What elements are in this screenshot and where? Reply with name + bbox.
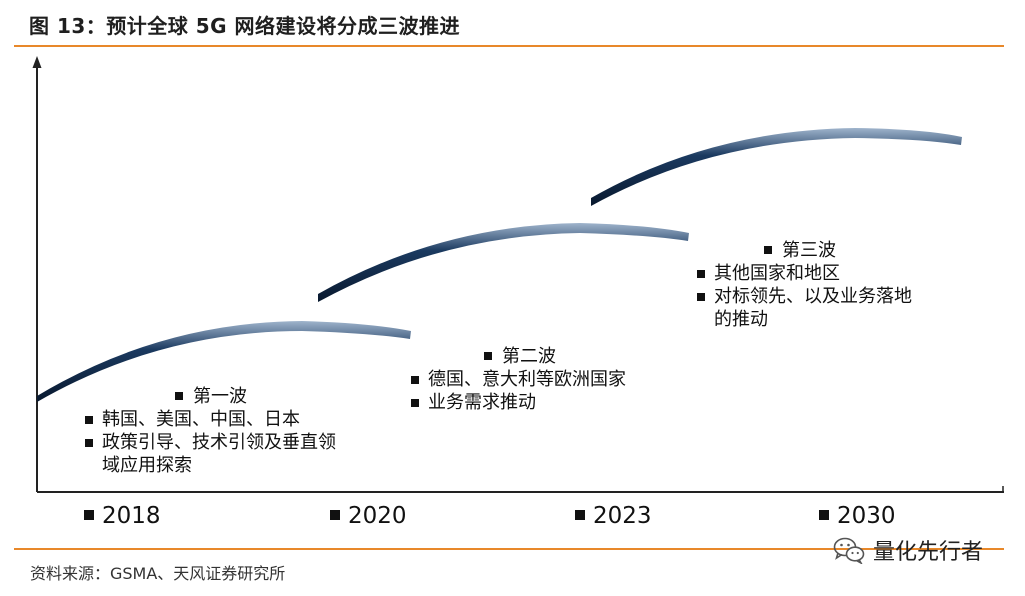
wave-1-bullet-2: 政策引导、技术引领及垂直领域应用探索 xyxy=(85,431,350,477)
y-axis-arrow xyxy=(32,56,42,68)
bullet-square-icon xyxy=(575,510,585,520)
wave-3-title: 第三波 xyxy=(697,239,912,262)
wave-1-bullet-1: 韩国、美国、中国、日本 xyxy=(85,408,350,431)
bullet-square-icon xyxy=(697,293,705,301)
watermark: 量化先行者 xyxy=(833,532,983,568)
bullet-square-icon xyxy=(411,376,419,384)
source-note: 资料来源：GSMA、天风证券研究所 xyxy=(30,564,286,583)
wave-2-title: 第二波 xyxy=(411,345,631,368)
bullet-square-icon xyxy=(411,399,419,407)
bullet-square-icon xyxy=(175,392,183,400)
bullet-square-icon xyxy=(85,416,93,424)
bullet-square-icon xyxy=(330,510,340,520)
year-label-2018: 2018 xyxy=(84,503,161,529)
wave-1-title: 第一波 xyxy=(85,385,350,408)
bullet-square-icon xyxy=(85,439,93,447)
bullet-square-icon xyxy=(764,246,772,254)
wave-1-text: 第一波 韩国、美国、中国、日本 政策引导、技术引领及垂直领域应用探索 xyxy=(85,385,350,477)
wave-3-bullet-1: 其他国家和地区 xyxy=(697,262,912,285)
wave-2-bullet-2: 业务需求推动 xyxy=(411,391,631,414)
wave-2-curve xyxy=(318,223,689,302)
bullet-square-icon xyxy=(819,510,829,520)
bottom-divider xyxy=(14,548,1004,550)
wave-3-curve xyxy=(591,128,962,206)
wave-3-text: 第三波 其他国家和地区 对标领先、以及业务落地的推动 xyxy=(697,239,912,331)
watermark-text: 量化先行者 xyxy=(873,540,984,565)
bullet-square-icon xyxy=(484,352,492,360)
bullet-square-icon xyxy=(697,270,705,278)
year-label-2023: 2023 xyxy=(575,503,652,529)
wave-2-text: 第二波 德国、意大利等欧洲国家 业务需求推动 xyxy=(411,345,631,414)
top-divider xyxy=(14,45,1004,47)
wave-3-bullet-2: 对标领先、以及业务落地的推动 xyxy=(697,285,912,331)
wave-2-bullet-1: 德国、意大利等欧洲国家 xyxy=(411,368,631,391)
wechat-icon xyxy=(833,537,865,564)
wave-1-curve xyxy=(37,321,411,402)
bullet-square-icon xyxy=(84,510,94,520)
figure-title: 图 13：预计全球 5G 网络建设将分成三波推进 xyxy=(29,14,461,38)
year-label-2020: 2020 xyxy=(330,503,407,529)
year-label-2030: 2030 xyxy=(819,503,896,529)
